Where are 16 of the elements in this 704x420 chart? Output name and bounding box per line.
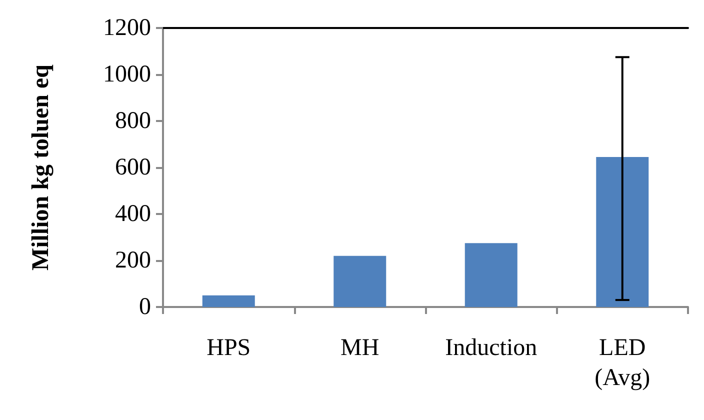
y-tick-label: 1000 — [103, 62, 151, 88]
bar — [202, 295, 255, 307]
x-tick-label: Induction — [445, 335, 538, 361]
bar — [596, 157, 649, 307]
y-tick-label: 800 — [115, 108, 151, 134]
y-axis-title: Million kg toluen eq — [28, 64, 54, 271]
y-tick-label: 0 — [139, 294, 151, 320]
bar — [464, 243, 518, 307]
x-tick-label: MH — [340, 335, 380, 361]
y-tick-label: 400 — [115, 201, 151, 227]
y-tick-label: 200 — [115, 248, 151, 274]
x-tick-label: HPS — [206, 335, 251, 361]
y-tick-label: 600 — [115, 154, 151, 180]
y-tick-label: 1200 — [103, 15, 151, 41]
bar — [334, 256, 386, 307]
x-tick-label: LED (Avg) — [594, 335, 650, 391]
